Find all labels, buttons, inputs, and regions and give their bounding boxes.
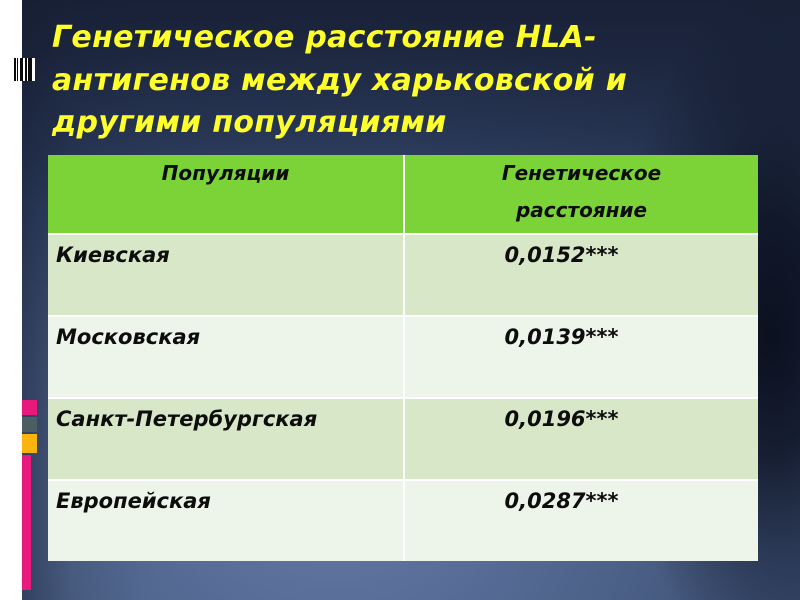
table-body: Киевская 0,0152*** Московская 0,0139*** …: [48, 235, 758, 561]
swatch-amber: [22, 434, 37, 453]
left-decorative-strip: [0, 0, 22, 600]
swatch-slate: [22, 417, 37, 432]
column-header-distance-line2: расстояние: [515, 198, 648, 222]
cell-distance: 0,0152***: [405, 235, 758, 317]
table-head: Популяции Генетическое расстояние: [48, 155, 758, 235]
column-header-population: Популяции: [48, 155, 405, 235]
barcode-icon: [14, 58, 35, 81]
cell-distance: 0,0139***: [405, 317, 758, 399]
cell-population: Санкт-Петербургская: [48, 399, 405, 481]
genetic-distance-table-wrapper: Популяции Генетическое расстояние Киевск…: [48, 155, 758, 561]
cell-population: Киевская: [48, 235, 405, 317]
genetic-distance-table: Популяции Генетическое расстояние Киевск…: [48, 155, 758, 561]
column-header-population-line1: Популяции: [161, 161, 290, 185]
column-header-distance-line1: Генетическое: [501, 161, 662, 185]
table-row: Киевская 0,0152***: [48, 235, 758, 317]
table-row: Московская 0,0139***: [48, 317, 758, 399]
table-header-row: Популяции Генетическое расстояние: [48, 155, 758, 235]
cell-distance: 0,0196***: [405, 399, 758, 481]
cell-distance: 0,0287***: [405, 481, 758, 561]
slide-title: Генетическое расстояние HLA-антигенов ме…: [52, 20, 628, 141]
table-row: Санкт-Петербургская 0,0196***: [48, 399, 758, 481]
cell-population: Европейская: [48, 481, 405, 561]
table-row: Европейская 0,0287***: [48, 481, 758, 561]
cell-population: Московская: [48, 317, 405, 399]
column-header-distance: Генетическое расстояние: [405, 155, 758, 235]
accent-bar: [22, 455, 31, 590]
swatch-pink: [22, 400, 37, 415]
